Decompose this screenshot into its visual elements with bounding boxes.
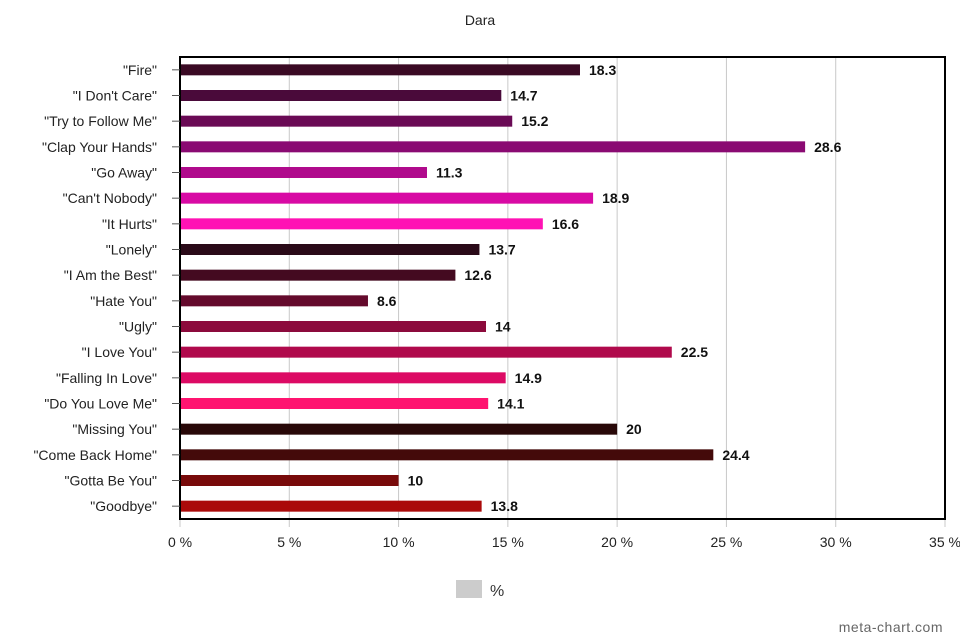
x-tick-label: 0 % — [168, 534, 192, 550]
bar — [181, 449, 714, 461]
x-tick-label: 15 % — [492, 534, 524, 550]
bar — [181, 398, 489, 409]
category-label: "Try to Follow Me" — [44, 113, 157, 129]
bar — [181, 423, 618, 435]
x-tick-label: 10 % — [383, 534, 415, 550]
data-label: 13.8 — [491, 498, 518, 514]
x-tick-label: 5 % — [277, 534, 301, 550]
data-label: 22.5 — [681, 344, 708, 360]
x-axis-tick-labels: 0 % 5 % 10 % 15 % 20 % 25 % 30 % 35 % — [168, 534, 960, 550]
x-tick-label: 20 % — [601, 534, 633, 550]
bar — [181, 192, 594, 204]
bar — [181, 218, 543, 230]
bar — [181, 90, 502, 101]
data-label: 18.3 — [589, 62, 616, 78]
category-label: "Go Away" — [91, 165, 157, 181]
bars: 18.3 14.7 15.2 28.6 11.3 18.9 16.6 13.7 12.6 8.6 1… — [181, 62, 842, 514]
bar — [181, 295, 368, 307]
x-tick-label: 30 % — [820, 534, 852, 550]
bar — [181, 321, 486, 332]
category-label: "Clap Your Hands" — [42, 139, 157, 155]
bar — [181, 244, 480, 255]
category-label: "It Hurts" — [102, 216, 157, 232]
legend: % — [456, 580, 504, 600]
data-label: 14 — [495, 319, 511, 335]
category-label: "Fire" — [123, 62, 157, 78]
category-label: "I Love You" — [82, 344, 157, 360]
bar — [181, 64, 580, 76]
data-label: 14.7 — [510, 88, 537, 104]
bar — [181, 475, 399, 486]
category-label: "Ugly" — [119, 319, 157, 335]
category-label: "Falling In Love" — [56, 370, 157, 386]
category-label: "I Don't Care" — [73, 88, 157, 104]
category-label: "Can't Nobody" — [63, 190, 157, 206]
legend-swatch — [456, 580, 482, 598]
category-label: "Lonely" — [106, 242, 157, 258]
data-label: 10 — [408, 473, 424, 489]
x-tick-label: 35 % — [929, 534, 960, 550]
category-label: "Hate You" — [90, 293, 157, 309]
watermark: meta-chart.com — [839, 619, 943, 635]
data-label: 24.4 — [722, 447, 749, 463]
bar — [181, 500, 482, 512]
chart-title: Dara — [465, 12, 496, 28]
data-label: 15.2 — [521, 113, 548, 129]
bar — [181, 141, 806, 153]
category-labels: "Fire" "I Don't Care" "Try to Follow Me" "C… — [33, 62, 180, 514]
plot-area-frame — [179, 56, 946, 520]
bar — [181, 167, 427, 178]
category-label: "Do You Love Me" — [44, 396, 157, 412]
legend-label: % — [490, 583, 504, 600]
data-label: 28.6 — [814, 139, 841, 155]
data-label: 8.6 — [377, 293, 397, 309]
bar — [181, 115, 513, 127]
data-label: 13.7 — [488, 242, 515, 258]
data-label: 11.3 — [436, 165, 463, 181]
data-label: 12.6 — [464, 267, 491, 283]
data-label: 20 — [626, 421, 642, 437]
category-label: "Missing You" — [72, 421, 157, 437]
bar — [181, 269, 456, 281]
category-label: "Goodbye" — [90, 498, 157, 514]
bar — [181, 346, 672, 358]
data-label: 16.6 — [552, 216, 579, 232]
category-label: "Gotta Be You" — [65, 473, 157, 489]
x-tick-label: 25 % — [710, 534, 742, 550]
category-label: "I Am the Best" — [64, 267, 157, 283]
data-label: 14.9 — [515, 370, 542, 386]
data-label: 18.9 — [602, 190, 629, 206]
bar — [181, 372, 506, 384]
data-label: 14.1 — [497, 396, 524, 412]
grid — [179, 57, 946, 527]
category-label: "Come Back Home" — [33, 447, 157, 463]
